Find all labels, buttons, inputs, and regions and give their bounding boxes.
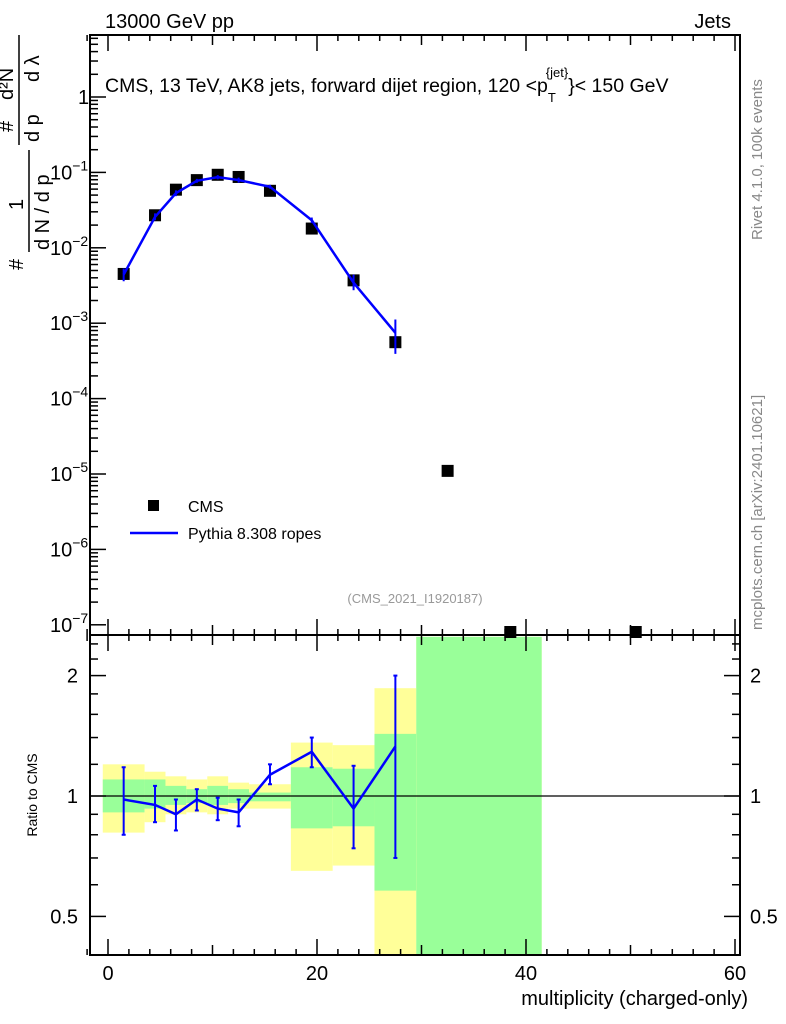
legend-label-mc: Pythia 8.308 ropes: [188, 526, 321, 543]
svg-text:d²N: d²N: [0, 68, 18, 100]
y-tick-label: 10−7: [50, 610, 88, 637]
y-tick-label: 1: [78, 87, 89, 109]
legend-label-cms: CMS: [188, 499, 224, 516]
mc-line: [122, 175, 397, 334]
ratio-panel-frame: [89, 634, 741, 956]
x-tick-label: 0: [102, 963, 113, 985]
x-tick-label: 40: [515, 963, 537, 985]
chart-title: CMS, 13 TeV, AK8 jets, forward dijet reg…: [105, 65, 668, 105]
svg-text:1: 1: [6, 199, 28, 210]
svg-text:d p: d p: [22, 114, 44, 142]
ratio-y-tick-label: 1: [67, 786, 78, 808]
y-tick-label: 10−1: [50, 157, 88, 184]
svg-text:#: #: [0, 120, 18, 132]
mcplots-reference: mcplots.cern.ch [arXiv:2401.10621]: [749, 395, 766, 630]
ratio-y-axis-label: Ratio to CMS: [24, 753, 40, 836]
svg-text:#: #: [6, 258, 28, 270]
data-point-cms: [504, 626, 517, 638]
x-tick-label: 60: [724, 963, 746, 985]
svg-text:d N / d p: d N / d p: [32, 174, 54, 250]
y-axis-label: # 1 d N / d p # d²N d p d λ: [0, 35, 54, 270]
ratio-y-tick-label: 2: [67, 666, 78, 688]
rivet-version: Rivet 4.1.0, 100k events: [749, 79, 766, 240]
ratio-y-tick-label-right: 0.5: [750, 906, 778, 928]
y-tick-label: 10−2: [50, 233, 88, 260]
y-tick-label: 10−6: [50, 534, 88, 561]
main-panel-frame: [89, 34, 741, 636]
data-point-cms: [441, 464, 454, 477]
svg-text:d λ: d λ: [22, 55, 44, 82]
band-green: [290, 767, 333, 829]
band-green: [165, 785, 187, 805]
marks: [117, 168, 642, 859]
y-tick-label: 10−5: [50, 459, 88, 486]
x-axis-label: multiplicity (charged-only): [521, 988, 748, 1010]
legend-marker-cms: [148, 500, 159, 511]
header-left: 13000 GeV pp: [105, 11, 234, 33]
band-green: [249, 792, 291, 802]
ratio-y-tick-label-right: 1: [750, 786, 761, 808]
axis-ticks: 0 20 40 60 1 10−1 10−2 10−3 10−4 10−5 10−6 10−7 0.5 0…: [50, 35, 778, 985]
data-point-cms: [629, 626, 642, 638]
mc-ratio-line: [123, 745, 397, 816]
legend: CMS Pythia 8.308 ropes: [130, 499, 321, 543]
analysis-id: (CMS_2021_I1920187): [347, 591, 482, 606]
x-tick-label: 20: [306, 963, 328, 985]
ratio-y-tick-label: 0.5: [50, 906, 78, 928]
ratio-y-tick-label-right: 2: [750, 666, 761, 688]
header-right: Jets: [694, 11, 731, 33]
y-tick-label: 10−4: [50, 384, 88, 411]
band-green: [207, 785, 229, 805]
y-tick-label: 10−3: [50, 308, 88, 335]
